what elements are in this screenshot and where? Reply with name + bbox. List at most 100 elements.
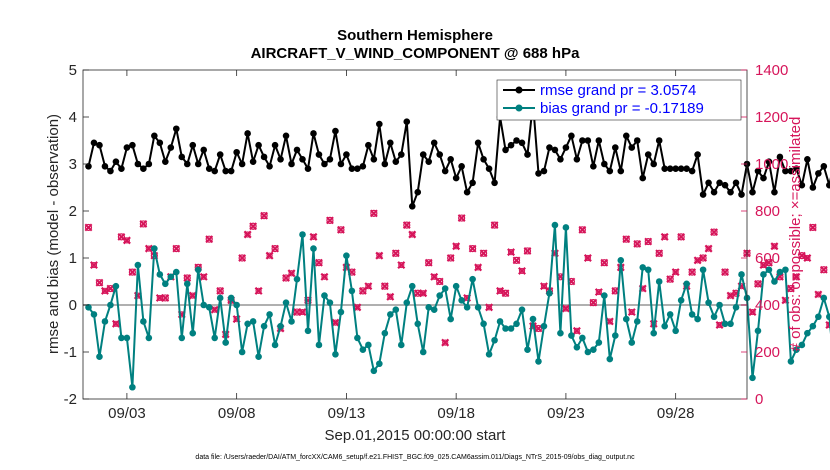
bias-point [441, 285, 449, 292]
bias-point [172, 268, 180, 276]
obs-assimilated-overlap-point [710, 228, 718, 237]
bias-point [496, 318, 504, 325]
obs-assimilated-overlap-point [622, 235, 631, 244]
bias-point [107, 301, 114, 309]
bias-point [485, 351, 493, 358]
obs-assimilated-overlap-point [808, 223, 817, 232]
obs-assimilated-overlap-point [337, 225, 345, 234]
rmse-point [705, 179, 712, 187]
obs-possible-point [787, 284, 795, 293]
rmse-point [326, 156, 334, 163]
x-tick-label: 09/18 [437, 405, 475, 422]
bias-point [370, 367, 378, 375]
rmse-point [804, 156, 811, 163]
x-axis: 09/03 09/08 09/13 09/18 09/23 09/28 [108, 70, 694, 422]
bias-point [568, 332, 575, 339]
obs-possible-point [282, 274, 290, 282]
obs-assimilated-overlap-point [183, 274, 192, 282]
bias-point [562, 224, 570, 231]
bias-point [112, 282, 120, 290]
bias-point [392, 306, 400, 314]
bias-point [145, 334, 153, 342]
rmse-point [710, 188, 718, 196]
x-tick-label: 09/13 [328, 405, 366, 422]
rmse-point [787, 167, 795, 175]
obs-assimilated-overlap-point [479, 249, 488, 258]
rmse-point [365, 141, 372, 149]
obs-assimilated-overlap-point [205, 235, 214, 244]
bias-point [502, 325, 509, 332]
bias-point [606, 355, 614, 363]
bias-point [721, 320, 729, 328]
bias-point [266, 311, 273, 318]
rmse-point [211, 167, 219, 175]
bias-point [271, 341, 279, 349]
bias-point [222, 339, 229, 346]
rmse-point [172, 125, 180, 133]
rmse-point [524, 151, 531, 158]
rmse-point [579, 137, 586, 144]
bias-point [414, 320, 422, 328]
rmse-point [293, 146, 301, 154]
obs-possible-point [205, 235, 213, 243]
rmse-point [348, 165, 356, 172]
rmse-point [727, 188, 734, 196]
rmse-point [260, 153, 268, 161]
rmse-point [622, 132, 630, 140]
bias-point [787, 358, 795, 365]
bias-point [304, 327, 312, 335]
rmse-point [277, 156, 284, 163]
obs-assimilated-overlap-point [95, 278, 104, 287]
obs-possible-point [688, 268, 696, 276]
obs-assimilated-overlap-point [380, 282, 389, 291]
obs-possible-point [589, 299, 597, 307]
bias-point [826, 313, 830, 321]
obs-possible-overlap-point [793, 273, 800, 280]
bias-point [227, 294, 235, 302]
data-file-footnote: data file: /Users/raeder/DAI/ATM_forcXX/… [195, 454, 635, 461]
obs-possible-point [249, 222, 257, 230]
chart-title: Southern Hemisphere [337, 27, 493, 44]
bias-point [315, 341, 323, 349]
rmse-point [666, 165, 674, 172]
rmse-point [590, 163, 597, 170]
rmse-point [376, 120, 383, 128]
bias-point [815, 313, 822, 321]
obs-possible-overlap-point [365, 283, 372, 290]
rmse-point [419, 151, 427, 158]
bias-point [332, 351, 339, 358]
rmse-point [633, 137, 641, 144]
obs-possible-overlap-point [672, 269, 679, 276]
bias-point [463, 304, 471, 311]
obs-assimilated-overlap-point [512, 256, 521, 265]
bias-point [348, 287, 356, 295]
rmse-point [485, 165, 493, 172]
rmse-point [414, 188, 422, 196]
rmse-point [216, 151, 224, 158]
rmse-point [771, 188, 778, 196]
rmse-point [343, 151, 350, 158]
legend-box [496, 79, 742, 121]
bias-point [216, 294, 224, 302]
rmse-point [793, 165, 800, 172]
bias-point [507, 325, 515, 332]
bias-point [293, 275, 301, 283]
obs-assimilated-overlap-point [721, 268, 729, 277]
bias-point [167, 273, 175, 281]
rmse-point [205, 165, 213, 172]
bias-point [804, 329, 811, 337]
rmse-point [337, 160, 345, 168]
obs-possible-overlap-point [299, 308, 306, 316]
y-tick-label: -2 [64, 391, 77, 408]
rmse-point [194, 160, 202, 168]
obs-possible-overlap-point [321, 273, 328, 280]
rmse-point [595, 137, 603, 144]
y-tick-label: -1 [64, 344, 77, 361]
bias-point [183, 280, 191, 288]
bias-line [87, 224, 830, 389]
obs-assimilated-overlap-point [238, 254, 247, 262]
rmse-point [200, 146, 208, 154]
obs-possible-overlap-point [376, 252, 383, 259]
obs-assimilated-overlap-point [128, 268, 137, 277]
rmse-point [754, 167, 762, 175]
